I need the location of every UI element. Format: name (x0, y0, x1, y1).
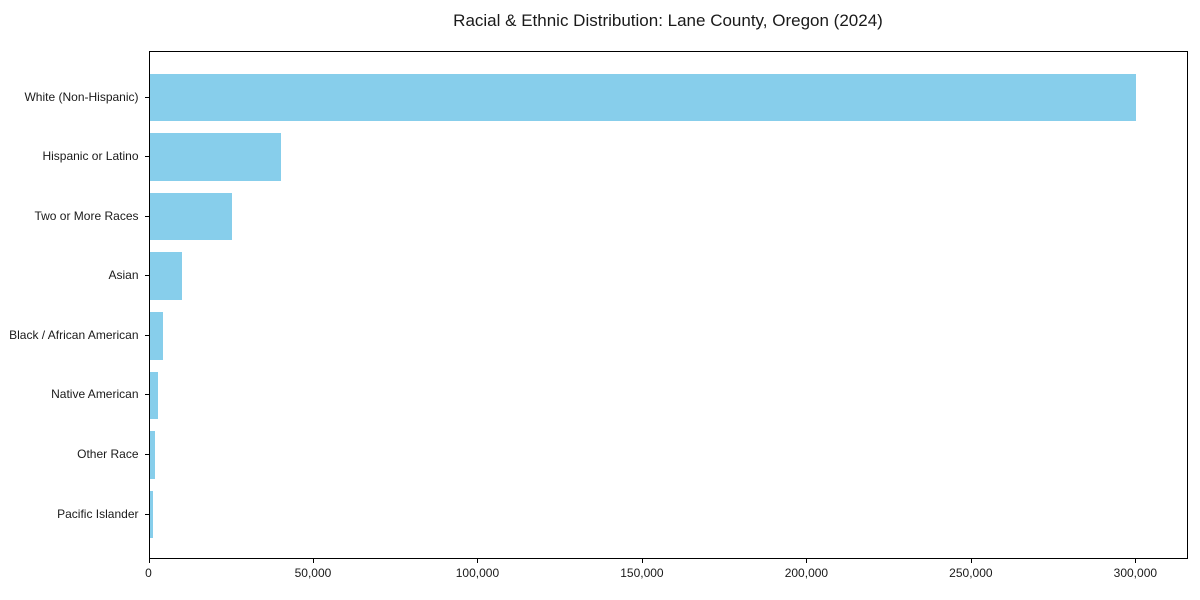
y-tick-label: Hispanic or Latino (42, 149, 139, 164)
x-tick-label: 50,000 (294, 566, 332, 580)
bar-hispanic-or-latino (149, 133, 282, 181)
x-tick-label: 250,000 (949, 566, 993, 580)
x-tick-label: 150,000 (620, 566, 664, 580)
y-tick-mark (144, 275, 149, 277)
y-tick-label: Black / African American (9, 327, 139, 342)
x-tick-label: 100,000 (455, 566, 500, 580)
bar-native-american (149, 371, 158, 420)
x-tick-mark (641, 559, 643, 563)
y-tick-label: Two or More Races (34, 208, 139, 223)
y-tick-mark (144, 453, 149, 455)
x-tick-mark (806, 559, 808, 563)
x-tick-mark (1135, 559, 1137, 563)
bar-asian (149, 252, 183, 300)
y-tick-label: Other Race (77, 446, 139, 461)
y-tick-mark (144, 156, 149, 158)
y-tick-mark (144, 96, 149, 98)
x-tick-mark (477, 559, 479, 563)
bar-two-or-more-races (149, 192, 232, 241)
y-tick-label: Pacific Islander (57, 506, 139, 521)
y-tick-mark (144, 334, 149, 336)
x-tick-label: 200,000 (784, 566, 829, 580)
y-tick-mark (144, 513, 149, 515)
y-tick-label: White (Non-Hispanic) (24, 89, 139, 104)
bar-pacific-islander (149, 490, 154, 539)
y-tick-label: Native American (51, 387, 139, 402)
x-tick-mark (312, 559, 314, 563)
y-tick-label: Asian (108, 268, 139, 283)
chart-title: Racial & Ethnic Distribution: Lane Count… (453, 11, 883, 30)
x-tick-mark (970, 559, 972, 563)
bar-white-non-hispanic (149, 73, 1137, 122)
bar-other-race (149, 431, 156, 479)
x-tick-label: 300,000 (1113, 566, 1158, 580)
bar-black-african-american (149, 312, 163, 360)
y-tick-mark (144, 215, 149, 217)
x-tick-mark (148, 559, 150, 563)
y-tick-mark (144, 394, 149, 396)
x-tick-label: 0 (145, 566, 152, 580)
plot-area (148, 51, 1188, 559)
